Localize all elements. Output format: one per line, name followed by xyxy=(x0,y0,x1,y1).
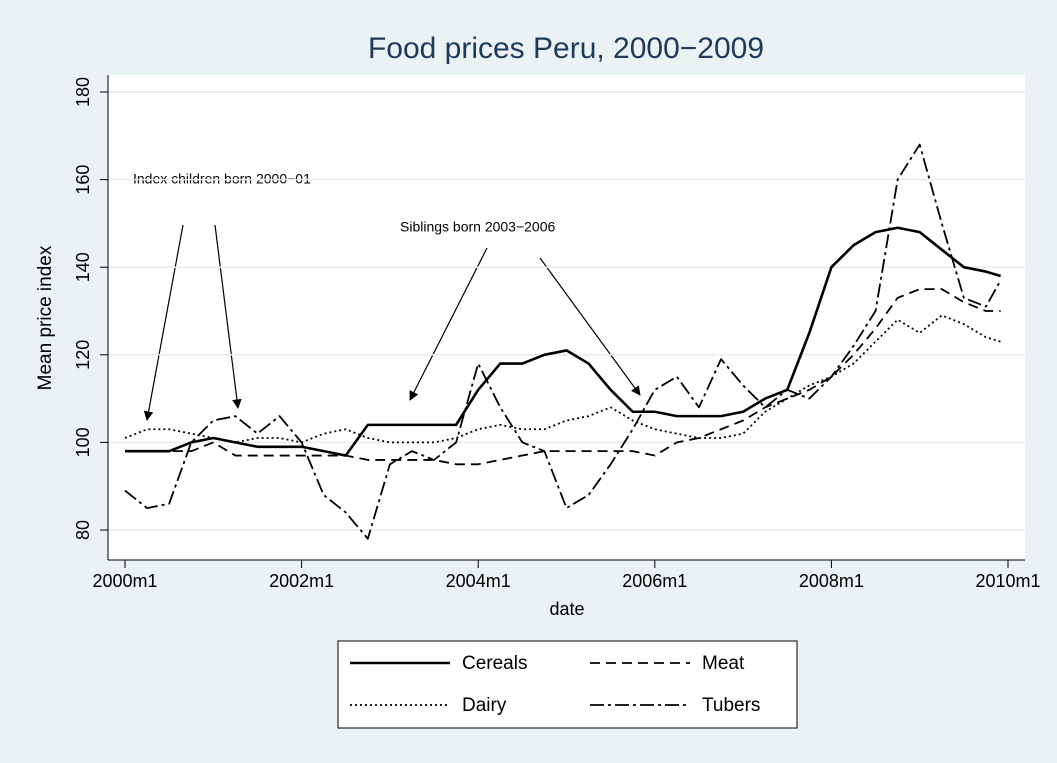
x-tick-label: 2004m1 xyxy=(446,571,511,591)
annotation: Index children born 2000−01 xyxy=(133,171,311,187)
y-tick-label: 80 xyxy=(73,520,93,540)
chart-title: Food prices Peru, 2000−2009 xyxy=(368,32,764,65)
annotation-arrows xyxy=(143,224,641,421)
y-tick-label: 160 xyxy=(73,165,93,195)
series-line xyxy=(125,226,1002,457)
x-tick-label: 2000m1 xyxy=(92,571,157,591)
x-tick-label: 2008m1 xyxy=(799,571,864,591)
legend-label: Tubers xyxy=(702,695,760,716)
x-tick-label: 2006m1 xyxy=(622,571,687,591)
y-tick-label: 100 xyxy=(73,427,93,457)
legend-label: Dairy xyxy=(462,695,507,716)
series-line xyxy=(125,288,1001,466)
annotation: Siblings born 2003−2006 xyxy=(400,219,556,235)
y-tick-label: 180 xyxy=(73,77,93,107)
x-axis-label: date xyxy=(549,599,584,619)
y-axis-label: Mean price index xyxy=(35,245,56,390)
legend-label: Cereals xyxy=(462,653,527,674)
legend-label: Meat xyxy=(702,653,745,674)
y-tick-label: 140 xyxy=(73,252,93,282)
x-tick-label: 2002m1 xyxy=(269,571,334,591)
plot-area xyxy=(108,75,1025,560)
legend-box xyxy=(337,640,798,729)
series-line xyxy=(124,143,1002,540)
y-tick-label: 120 xyxy=(73,340,93,370)
series-line xyxy=(124,314,1001,444)
x-tick-label: 2010m1 xyxy=(975,571,1040,591)
